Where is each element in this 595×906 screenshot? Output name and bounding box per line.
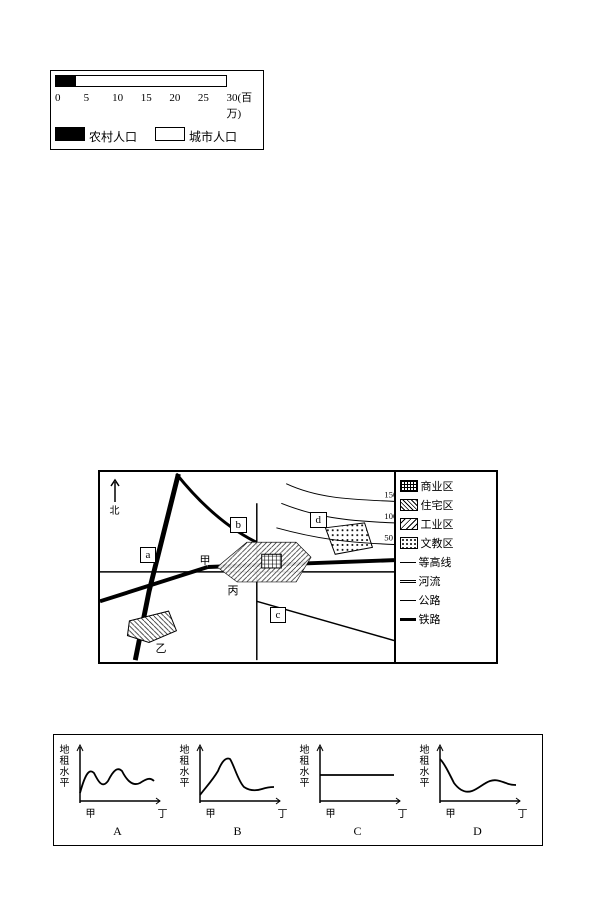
legend-item: 商业区 [400,478,492,494]
zone-d: d [310,512,328,528]
edu [325,523,372,554]
zone-b: b [230,517,248,533]
legend-rural: 农村人口 [55,127,137,145]
legend-item: 文教区 [400,535,492,551]
map-svg: 150 100 50 [100,472,394,662]
legend-item: 等高线 [400,554,492,570]
chart-label: A [62,824,174,839]
city-map-canvas: 北 150 100 50 [100,472,394,662]
scale-bar [55,75,227,87]
legend-item: 工业区 [400,516,492,532]
map-legend: 商业区 住宅区 工业区 文教区 等高线 河流 公路 铁路 [394,472,496,662]
y-axis-label: 地租水平 [60,745,70,789]
population-legend: 农村人口 城市人口 [55,127,255,145]
x-ticks: 甲丁 [188,805,288,820]
population-scale: 0 5 10 15 20 25 30(百万) 农村人口 城市人口 [50,70,264,150]
legend-item: 住宅区 [400,497,492,513]
x-ticks: 甲丁 [68,805,168,820]
city-map-figure: 北 150 100 50 [98,470,498,664]
marker-yi: 乙 [156,640,167,656]
svg-text:100: 100 [384,511,394,521]
industrial [127,611,176,642]
mini-chart: 地租水平甲丁 A [62,741,174,839]
chart-label: B [182,824,294,839]
tick: 10 [112,92,141,104]
zone-c: c [270,607,287,623]
x-ticks: 甲丁 [428,805,528,820]
legend-item: 铁路 [400,611,492,627]
commercial [261,554,281,568]
tick: 25 [198,92,227,104]
tick: 0 [55,92,84,104]
zone-a: a [140,547,157,563]
scale-ticks: 0 5 10 15 20 25 30(百万) [55,89,255,121]
contour-label: 150 [384,489,394,499]
tick: 5 [84,92,113,104]
mini-chart: 地租水平甲丁 D [422,741,534,839]
chart-label: C [302,824,414,839]
legend-urban: 城市人口 [155,127,237,145]
tick: 15 [141,92,170,104]
legend-item: 河流 [400,573,492,589]
y-axis-label: 地租水平 [300,745,310,789]
tick: 20 [169,92,198,104]
scale-fill [56,76,76,86]
y-axis-label: 地租水平 [180,745,190,789]
x-ticks: 甲丁 [308,805,408,820]
marker-jia: 甲 [200,552,211,568]
mini-chart: 地租水平甲丁 C [302,741,414,839]
contour [281,503,394,523]
chart-label: D [422,824,534,839]
tick: 30(百万) [226,89,255,121]
rent-charts: 地租水平甲丁 A 地租水平甲丁 B 地租水平甲丁 C 地租水平甲丁 D [53,734,543,846]
contour [286,484,394,502]
legend-item: 公路 [400,592,492,608]
marker-bing: 丙 [228,582,239,598]
compass-icon: 北 [108,478,122,517]
svg-text:50: 50 [384,533,393,543]
mini-chart: 地租水平甲丁 B [182,741,294,839]
y-axis-label: 地租水平 [420,745,430,789]
